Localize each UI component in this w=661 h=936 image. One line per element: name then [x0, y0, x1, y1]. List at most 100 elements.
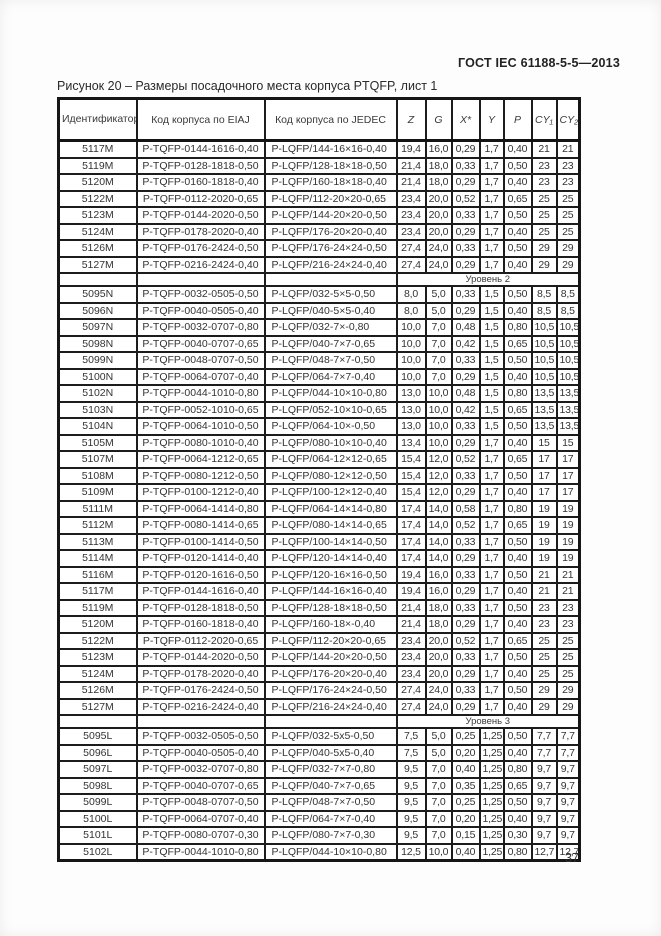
cell-jedec: P-LQFP/216-24×24-0,40 [263, 255, 398, 274]
cell-g: 20,0 [424, 189, 453, 208]
cell-x: 0,33 [450, 351, 481, 370]
cell-p: 0,40 [502, 301, 533, 320]
cell-g: 7,0 [424, 318, 453, 337]
cell-g: 10,0 [424, 400, 453, 419]
cell-cy2: 10,5 [555, 334, 581, 353]
table-row: 5096L P-TQFP-0040-0505-0,40 P-LQFP/040-5x5… [57, 743, 581, 762]
cell-cy2: 10,5 [555, 351, 581, 370]
table-row: 5101L P-TQFP-0080-0707-0,30 P-LQFP/080-7×7… [57, 826, 581, 845]
cell-z: 27,4 [395, 697, 427, 716]
cell-z: 23,4 [395, 189, 427, 208]
table-row: 5107M P-TQFP-0064-1212-0,65 P-LQFP/064-12×… [57, 450, 581, 469]
cell-x: 0,29 [450, 483, 481, 502]
cell-cy2: 9,7 [555, 760, 581, 779]
cell-x: 0,29 [450, 549, 481, 568]
cell-eiaj: P-TQFP-0052-1010-0,65 [135, 400, 266, 419]
cell-x: 0,33 [450, 417, 481, 436]
cell-z: 21,4 [395, 615, 427, 634]
cell-eiaj: P-TQFP-0064-0707-0,40 [135, 809, 266, 828]
cell-id: 5103N [57, 400, 138, 419]
cell-z: 21,4 [395, 598, 427, 617]
cell-cy1: 21 [530, 582, 558, 601]
cell-z: 17,4 [395, 549, 427, 568]
table-row: 5122M P-TQFP-0112-2020-0,65 P-LQFP/112-20×… [57, 189, 581, 208]
cell-cy1: 29 [530, 697, 558, 716]
cell-g: 24,0 [424, 681, 453, 700]
cell-eiaj: P-TQFP-0144-2020-0,50 [135, 648, 266, 667]
table-row: 5119M P-TQFP-0128-1818-0,50 P-LQFP/128-18×… [57, 156, 581, 175]
cell-x: 0,58 [450, 499, 481, 518]
table-row: 5119M P-TQFP-0128-1818-0,50 P-LQFP/128-18×… [57, 598, 581, 617]
table-row: 5103N P-TQFP-0052-1010-0,65 P-LQFP/052-10×… [57, 400, 581, 419]
cell-z: 10,0 [395, 367, 427, 386]
cell-p: 0,80 [502, 318, 533, 337]
cell-cy2: 21 [555, 139, 581, 159]
cell-x: 0,25 [450, 727, 481, 746]
cell-z: 8,0 [395, 301, 427, 320]
cell-p: 0,50 [502, 598, 533, 617]
cell-cy1: 23 [530, 173, 558, 192]
table-row: 5127M P-TQFP-0216-2424-0,40 P-LQFP/216-24×… [57, 697, 581, 716]
cell-id: 5127M [57, 697, 138, 716]
cell-cy2: 25 [555, 648, 581, 667]
cell-y: 1,5 [478, 334, 505, 353]
cell-x: 0,33 [450, 156, 481, 175]
cell-y: 1,7 [478, 433, 505, 452]
cell-x: 0,20 [450, 809, 481, 828]
table-row: 5098N P-TQFP-0040-0707-0,65 P-LQFP/040-7×7… [57, 334, 581, 353]
cell-cy2: 12,7 [555, 842, 581, 862]
cell-z: 27,4 [395, 255, 427, 274]
cell-y: 1,25 [478, 809, 505, 828]
cell-y: 1,7 [478, 222, 505, 241]
cell-y: 1,5 [478, 367, 505, 386]
cell-jedec: P-LQFP/112-20×20-0,65 [263, 631, 398, 650]
cell-z: 23,4 [395, 664, 427, 683]
cell-p: 0,50 [502, 206, 533, 225]
column-header-id: Идентификатор посадочного места [57, 97, 138, 142]
table-row: 5126M P-TQFP-0176-2424-0,50 P-LQFP/176-24×… [57, 239, 581, 258]
cell-p: 0,50 [502, 466, 533, 485]
cell-g: 12,0 [424, 483, 453, 502]
cell-cy1: 7,7 [530, 743, 558, 762]
cell-cy2: 29 [555, 255, 581, 274]
cell-id: 5120M [57, 173, 138, 192]
cell-y: 1,7 [478, 582, 505, 601]
cell-cy1: 8,5 [530, 301, 558, 320]
cell-g: 20,0 [424, 631, 453, 650]
column-header-cy2: CY₂ [555, 97, 581, 142]
cell-g: 12,0 [424, 466, 453, 485]
cell-z: 17,4 [395, 532, 427, 551]
cell-id: 5124M [57, 222, 138, 241]
cell-id: 5126M [57, 681, 138, 700]
table-row: 5120M P-TQFP-0160-1818-0,40 P-LQFP/160-18×… [57, 173, 581, 192]
cell-eiaj: P-TQFP-0044-1010-0,80 [135, 384, 266, 403]
cell-p: 0,65 [502, 631, 533, 650]
cell-g: 20,0 [424, 222, 453, 241]
cell-p: 0,65 [502, 400, 533, 419]
cell-jedec: P-LQFP/044-10×10-0,80 [263, 842, 398, 862]
cell-g: 20,0 [424, 206, 453, 225]
cell-id: 5100L [57, 809, 138, 828]
cell-z: 13,0 [395, 384, 427, 403]
cell-eiaj: P-TQFP-0216-2424-0,40 [135, 697, 266, 716]
cell-cy2: 23 [555, 615, 581, 634]
cell-cy1: 17 [530, 450, 558, 469]
cell-p: 0,50 [502, 793, 533, 812]
cell-id: 5117M [57, 139, 138, 159]
cell-jedec: P-LQFP/040-7×7-0,65 [263, 334, 398, 353]
cell-cy1: 23 [530, 615, 558, 634]
cell-cy1: 13,5 [530, 400, 558, 419]
cell-p: 0,80 [502, 760, 533, 779]
cell-g: 5,0 [424, 285, 453, 304]
cell-id: 5108M [57, 466, 138, 485]
cell-cy1: 25 [530, 648, 558, 667]
cell-x: 0,29 [450, 255, 481, 274]
cell-cy2: 23 [555, 156, 581, 175]
cell-p: 0,40 [502, 615, 533, 634]
cell-g: 24,0 [424, 239, 453, 258]
cell-y: 1,7 [478, 598, 505, 617]
cell-jedec: P-LQFP/080-12×12-0,50 [263, 466, 398, 485]
cell-id: 5116M [57, 565, 138, 584]
cell-x: 0,15 [450, 826, 481, 845]
cell-id: 5123M [57, 206, 138, 225]
